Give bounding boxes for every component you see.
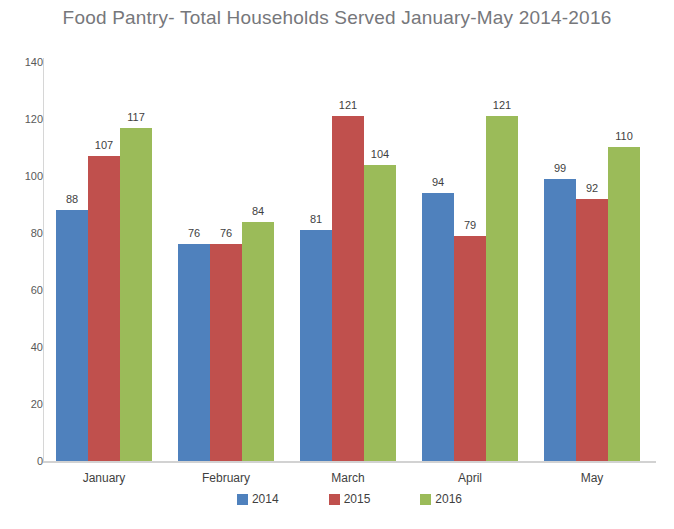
x-axis-line bbox=[43, 461, 656, 463]
y-tick-label: 60 bbox=[3, 283, 43, 297]
bar-2014-january bbox=[56, 210, 88, 461]
y-tick-label: 0 bbox=[3, 454, 43, 468]
bar-2014-may bbox=[544, 179, 576, 461]
bar-2016-march bbox=[364, 165, 396, 461]
bar-2016-january bbox=[120, 128, 152, 461]
bar-2015-february bbox=[210, 244, 242, 461]
bar-2014-february bbox=[178, 244, 210, 461]
y-axis-line bbox=[43, 58, 44, 462]
bar-2015-april bbox=[454, 236, 486, 461]
legend-item-2016: 2016 bbox=[420, 492, 462, 506]
data-label: 94 bbox=[413, 175, 463, 189]
bar-2015-may bbox=[576, 199, 608, 461]
legend: 2014 2015 2016 bbox=[43, 492, 656, 506]
y-tick-label: 120 bbox=[3, 112, 43, 126]
legend-item-2014: 2014 bbox=[237, 492, 279, 506]
x-axis-label: May bbox=[532, 471, 652, 486]
bar-2014-march bbox=[300, 230, 332, 461]
chart-title: Food Pantry- Total Households Served Jan… bbox=[0, 7, 674, 29]
legend-swatch-2014 bbox=[237, 494, 248, 505]
legend-label: 2014 bbox=[252, 492, 279, 506]
legend-swatch-2015 bbox=[329, 494, 340, 505]
bar-2014-april bbox=[422, 193, 454, 461]
bar-2016-april bbox=[486, 116, 518, 461]
data-label: 121 bbox=[477, 98, 527, 112]
bar-chart: Food Pantry- Total Households Served Jan… bbox=[0, 0, 674, 529]
data-label: 99 bbox=[535, 161, 585, 175]
data-label: 84 bbox=[233, 204, 283, 218]
legend-item-2015: 2015 bbox=[329, 492, 371, 506]
legend-swatch-2016 bbox=[420, 494, 431, 505]
data-label: 104 bbox=[355, 147, 405, 161]
x-axis-label: January bbox=[44, 471, 164, 486]
bar-2016-february bbox=[242, 222, 274, 461]
bar-2015-january bbox=[88, 156, 120, 461]
legend-label: 2016 bbox=[435, 492, 462, 506]
y-tick-label: 100 bbox=[3, 169, 43, 183]
x-axis-label: March bbox=[288, 471, 408, 486]
data-label: 117 bbox=[111, 110, 161, 124]
y-tick-label: 20 bbox=[3, 397, 43, 411]
x-axis-label: February bbox=[166, 471, 286, 486]
y-tick-label: 140 bbox=[3, 55, 43, 69]
y-tick-label: 40 bbox=[3, 340, 43, 354]
bar-2016-may bbox=[608, 147, 640, 461]
data-label: 110 bbox=[599, 129, 649, 143]
legend-label: 2015 bbox=[344, 492, 371, 506]
data-label: 121 bbox=[323, 98, 373, 112]
x-axis-label: April bbox=[410, 471, 530, 486]
y-tick-label: 80 bbox=[3, 226, 43, 240]
bar-2015-march bbox=[332, 116, 364, 461]
